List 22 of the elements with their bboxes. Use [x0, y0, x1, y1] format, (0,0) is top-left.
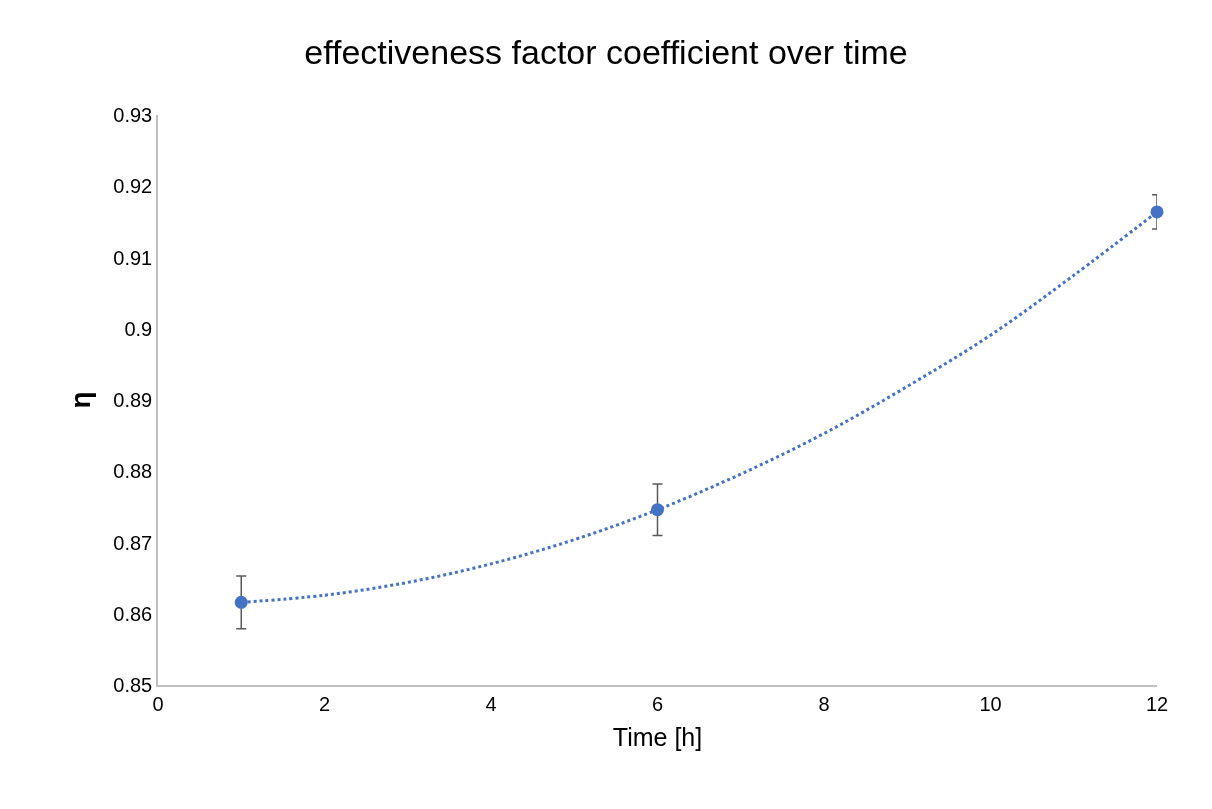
y-tick-label: 0.88: [113, 460, 153, 483]
y-tick-label: 0.86: [113, 602, 153, 625]
x-tick-label: 2: [318, 692, 331, 715]
chart-title: effectiveness factor coefficient over time: [304, 33, 908, 72]
x-axis-title: Time [h]: [612, 723, 703, 752]
x-tick-label: 4: [485, 692, 497, 715]
y-tick-label: 0.91: [113, 246, 153, 269]
x-tick-label: 10: [979, 692, 1002, 715]
x-tick-label: 12: [1145, 692, 1169, 715]
point: [1150, 205, 1164, 219]
x-tick-label: 8: [818, 692, 830, 715]
x-tick-label: 6: [651, 692, 664, 715]
point: [651, 503, 664, 517]
y-tick-label: 0.87: [113, 531, 153, 554]
y-axis-title: η: [64, 391, 96, 409]
y-tick-label: 0.89: [113, 389, 153, 411]
y-tick-label: 0.92: [113, 175, 153, 198]
x-tick-label: 0: [152, 692, 164, 715]
y-tick-label: 0.9: [124, 317, 153, 340]
y-tick-label: 0.85: [113, 674, 153, 696]
point: [234, 595, 248, 609]
y-tick-label: 0.93: [113, 104, 153, 126]
